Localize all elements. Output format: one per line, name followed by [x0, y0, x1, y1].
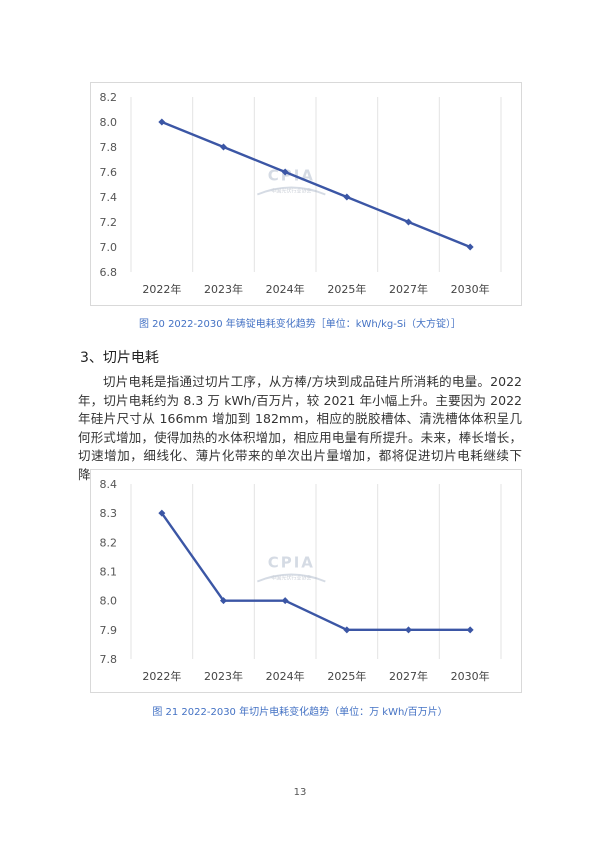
x-tick-label: 2023年 [204, 669, 243, 683]
y-tick-label: 8.2 [100, 536, 118, 549]
y-tick-label: 8.2 [100, 91, 118, 104]
data-point [343, 626, 351, 634]
svg-text:CPIA: CPIA [268, 554, 315, 572]
data-point [220, 597, 227, 605]
x-tick-label: 2027年 [389, 282, 428, 296]
y-tick-label: 7.2 [100, 216, 118, 229]
x-tick-label: 2027年 [389, 669, 428, 683]
x-tick-label: 2022年 [142, 282, 181, 296]
figure-20-caption: 图 20 2022-2030 年铸锭电耗变化趋势［单位：kWh/kg-Si（大方… [138, 319, 462, 330]
x-tick-label: 2024年 [266, 669, 305, 683]
y-tick-label: 7.9 [100, 624, 118, 637]
y-tick-label: 7.4 [100, 191, 118, 204]
data-point [220, 143, 227, 151]
y-tick-label: 7.8 [100, 653, 118, 666]
y-tick-label: 6.8 [100, 266, 118, 279]
x-tick-label: 2024年 [266, 282, 305, 296]
x-tick-label: 2030年 [451, 282, 490, 296]
ingot-power-chart: 8.2 8.0 7.8 7.6 7.4 7.2 7.0 6.8 2022年 2023年 2024年 2… [90, 82, 522, 306]
series-line [161, 120, 471, 249]
slicing-power-line-chart: 8.4 8.3 8.2 8.1 8.0 7.9 7.8 2022年 2023年 2024年 2025… [100, 478, 502, 683]
x-tick-label: 2022年 [142, 669, 181, 683]
svg-text:中国光伏行业协会: 中国光伏行业协会 [271, 188, 311, 195]
section-heading: 3、切片电耗 [80, 350, 159, 366]
data-point [158, 118, 166, 126]
cpia-watermark: CPIA 中国光伏行业协会 [256, 554, 326, 583]
svg-text:CPIA: CPIA [268, 167, 315, 185]
y-tick-label: 8.0 [100, 595, 118, 608]
data-point [405, 218, 412, 226]
y-tick-label: 8.1 [100, 566, 118, 579]
y-tick-label: 7.6 [100, 166, 118, 179]
slicing-power-chart: 8.4 8.3 8.2 8.1 8.0 7.9 7.8 2022年 2023年 2024年 2025… [90, 469, 522, 693]
y-tick-label: 8.4 [100, 478, 118, 491]
figure-21-caption: 图 21 2022-2030 年切片电耗变化趋势（单位：万 kWh/百万片） [152, 707, 448, 718]
data-point [281, 597, 289, 605]
data-point [466, 626, 474, 634]
data-point [281, 168, 289, 176]
x-tick-label: 2030年 [451, 669, 490, 683]
y-tick-label: 7.0 [100, 241, 118, 254]
y-tick-label: 8.0 [100, 116, 118, 129]
page-number: 13 [293, 787, 307, 798]
cpia-watermark: CPIA 中国光伏行业协会 [256, 167, 326, 196]
x-tick-label: 2025年 [327, 669, 366, 683]
x-tick-label: 2025年 [327, 282, 366, 296]
data-point [466, 243, 474, 251]
data-point [405, 626, 412, 634]
data-point [343, 193, 351, 201]
y-tick-label: 7.8 [100, 141, 118, 154]
ingot-power-line-chart: 8.2 8.0 7.8 7.6 7.4 7.2 7.0 6.8 2022年 2023年 2024年 2… [100, 91, 502, 296]
y-tick-label: 8.3 [100, 507, 118, 520]
x-tick-label: 2023年 [204, 282, 243, 296]
svg-text:中国光伏行业协会: 中国光伏行业协会 [271, 575, 311, 582]
series-line [160, 512, 471, 632]
section-paragraph: 切片电耗是指通过切片工序，从方棒/方块到成品硅片所消耗的电量。2022 年，切片… [78, 374, 522, 482]
